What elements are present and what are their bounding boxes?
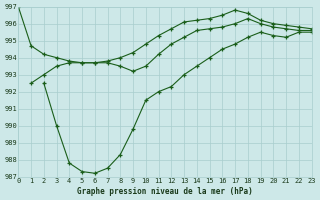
X-axis label: Graphe pression niveau de la mer (hPa): Graphe pression niveau de la mer (hPa) [77,187,253,196]
